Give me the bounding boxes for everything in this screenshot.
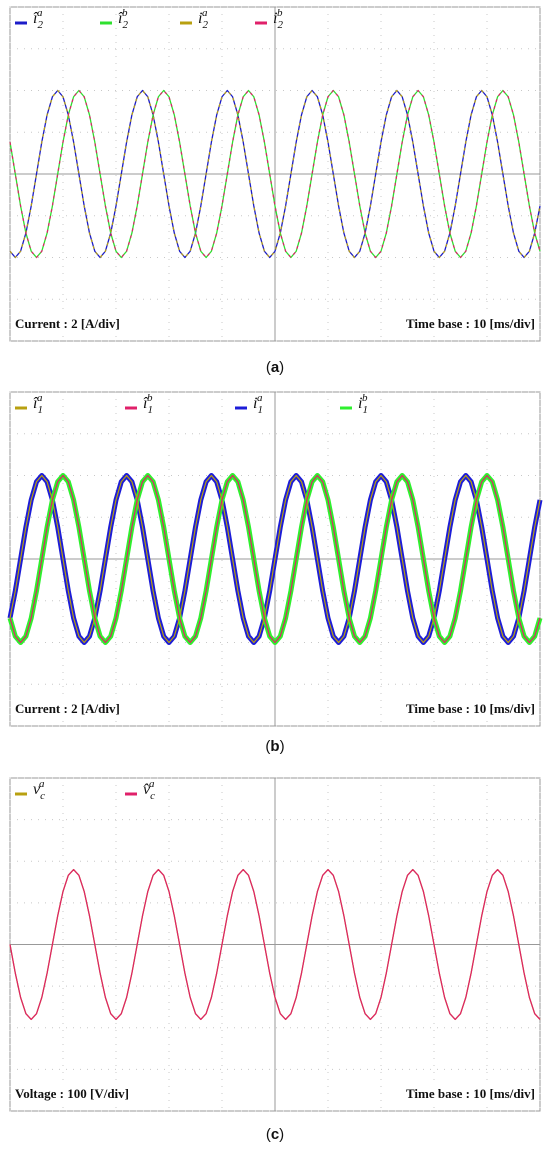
caption: (a) (266, 359, 284, 376)
caption: (b) (265, 738, 284, 755)
trace (9, 868, 541, 1021)
annotation: Time base : 10 [ms/div] (406, 316, 535, 331)
annotation: Current : 2 [A/div] (15, 316, 120, 331)
annotation-bg (403, 699, 537, 717)
annotation: Time base : 10 [ms/div] (406, 1086, 535, 1101)
legend-label: v̂ca (143, 778, 155, 802)
annotation-bg (13, 314, 122, 332)
trace (9, 474, 541, 644)
legend-label: vca (33, 778, 45, 802)
legend-label: i2a (198, 7, 208, 31)
trace (9, 474, 541, 644)
annotation-bg (403, 1084, 537, 1102)
legend-label: î1b (143, 392, 153, 416)
annotation-bg (13, 1084, 131, 1102)
legend-label: î2b (118, 7, 128, 31)
legend-label: i1a (253, 392, 263, 416)
annotation: Time base : 10 [ms/div] (406, 701, 535, 716)
annotation: Current : 2 [A/div] (15, 701, 120, 716)
legend-label: î2a (33, 7, 43, 31)
legend-label: î1a (33, 392, 43, 416)
legend-label: i1b (358, 392, 368, 416)
annotation-bg (403, 314, 537, 332)
legend-label: i2b (273, 7, 283, 31)
annotation: Voltage : 100 [V/div] (15, 1086, 129, 1101)
caption: (c) (266, 1126, 284, 1143)
trace (9, 89, 541, 259)
annotation-bg (13, 699, 122, 717)
trace (9, 89, 541, 259)
